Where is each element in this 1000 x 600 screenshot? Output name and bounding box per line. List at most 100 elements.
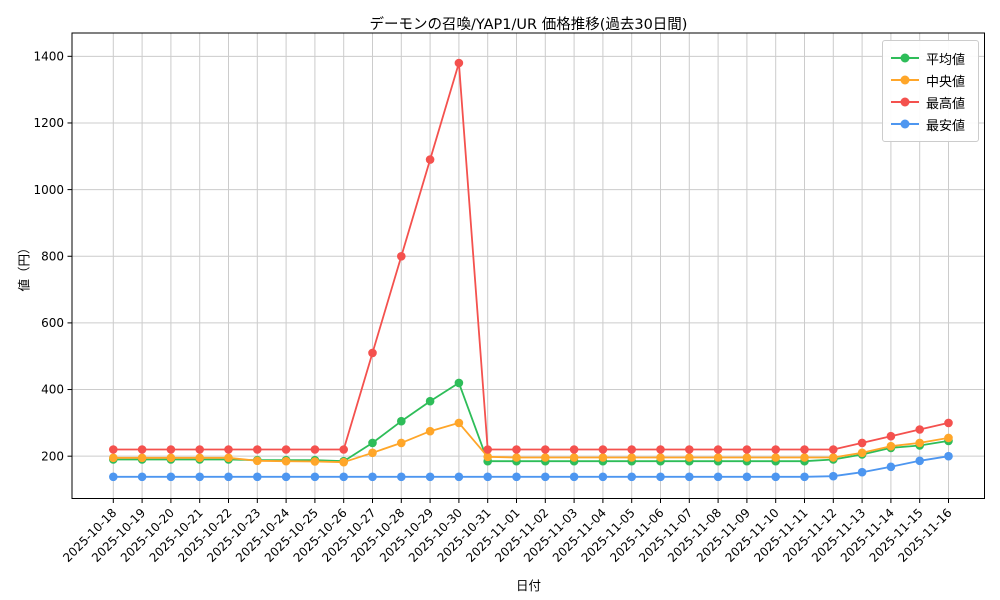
- data-point: [742, 445, 752, 454]
- data-point: [425, 426, 435, 436]
- data-point: [771, 472, 780, 482]
- data-point: [281, 445, 291, 454]
- data-point: [886, 441, 896, 451]
- y-tick-label: 1200: [33, 116, 64, 130]
- data-point: [425, 472, 435, 482]
- data-point: [281, 472, 291, 482]
- data-point: [627, 472, 636, 482]
- legend-label: 最高値: [926, 96, 966, 112]
- data-point: [829, 471, 838, 481]
- legend-label: 中央値: [926, 74, 966, 90]
- data-point: [512, 472, 521, 482]
- data-point: [137, 453, 147, 463]
- data-point: [800, 453, 809, 462]
- data-point: [109, 445, 118, 454]
- data-point: [886, 462, 896, 472]
- data-point: [541, 472, 550, 482]
- data-point: [109, 453, 118, 463]
- data-point: [224, 445, 233, 454]
- series-line: [113, 455, 949, 478]
- data-point: [368, 348, 377, 358]
- y-tick-label: 400: [41, 383, 64, 397]
- legend: 平均値 中央値 最高値 最安値: [882, 40, 979, 142]
- data-point: [829, 445, 838, 454]
- data-point: [569, 472, 579, 482]
- data-point: [713, 445, 723, 454]
- data-point: [569, 453, 579, 462]
- data-point: [397, 251, 406, 261]
- data-point: [915, 425, 924, 434]
- y-tick-label: 1400: [33, 50, 64, 64]
- legend-item-min: 最安値: [891, 113, 978, 135]
- data-point: [224, 453, 233, 463]
- data-point: [857, 448, 867, 458]
- data-point: [224, 472, 233, 482]
- data-point: [598, 472, 608, 482]
- data-point: [771, 445, 780, 454]
- data-point: [483, 472, 493, 482]
- data-point: [685, 453, 694, 462]
- data-point: [944, 433, 953, 443]
- data-point: [339, 457, 349, 467]
- data-point: [886, 431, 896, 441]
- data-point: [627, 445, 636, 454]
- data-point: [915, 438, 924, 448]
- data-point: [195, 453, 204, 463]
- data-point: [713, 472, 723, 482]
- data-point: [281, 456, 291, 466]
- x-axis-label: 日付: [515, 578, 541, 593]
- data-point: [195, 472, 204, 482]
- data-point: [685, 472, 694, 482]
- data-point: [166, 445, 176, 454]
- data-point: [454, 472, 464, 482]
- max-line-marker-icon: [891, 97, 919, 107]
- data-point: [166, 472, 176, 482]
- data-point: [310, 457, 320, 466]
- data-point: [598, 453, 608, 462]
- data-point: [454, 418, 464, 428]
- data-point: [512, 453, 521, 462]
- data-point: [397, 416, 406, 426]
- median-line-marker-icon: [891, 75, 919, 85]
- data-point: [541, 445, 550, 454]
- series-line: [113, 422, 949, 464]
- data-point: [944, 451, 953, 461]
- data-point: [368, 448, 377, 458]
- data-point: [368, 438, 377, 448]
- legend-label: 平均値: [926, 52, 966, 68]
- data-point: [195, 445, 204, 454]
- data-point: [944, 418, 953, 428]
- y-tick-label: 200: [41, 449, 64, 463]
- data-point: [252, 445, 262, 454]
- data-point: [137, 472, 147, 482]
- data-point: [397, 438, 406, 448]
- data-point: [310, 445, 320, 454]
- data-point: [857, 438, 867, 448]
- data-point: [310, 472, 320, 482]
- legend-item-average: 平均値: [891, 47, 978, 69]
- y-tick-label: 800: [41, 249, 64, 263]
- data-point: [915, 456, 924, 466]
- data-point: [137, 445, 147, 454]
- legend-label: 最安値: [926, 118, 966, 134]
- data-point: [166, 453, 176, 463]
- data-point: [771, 453, 780, 462]
- data-point: [627, 453, 636, 462]
- data-point: [685, 445, 694, 454]
- data-point: [397, 472, 406, 482]
- data-point: [656, 445, 665, 454]
- min-line-marker-icon: [891, 119, 919, 129]
- chart-title: デーモンの召喚/YAP1/UR 価格推移(過去30日間): [369, 17, 688, 33]
- data-point: [742, 453, 752, 462]
- y-tick-label: 600: [41, 316, 64, 330]
- data-point: [742, 472, 752, 482]
- data-point: [713, 453, 723, 462]
- data-point: [425, 396, 435, 406]
- y-axis-label: 値（円）: [16, 241, 32, 292]
- data-point: [483, 452, 493, 462]
- data-point: [109, 472, 118, 482]
- data-point: [541, 453, 550, 462]
- plot-border: [71, 32, 985, 499]
